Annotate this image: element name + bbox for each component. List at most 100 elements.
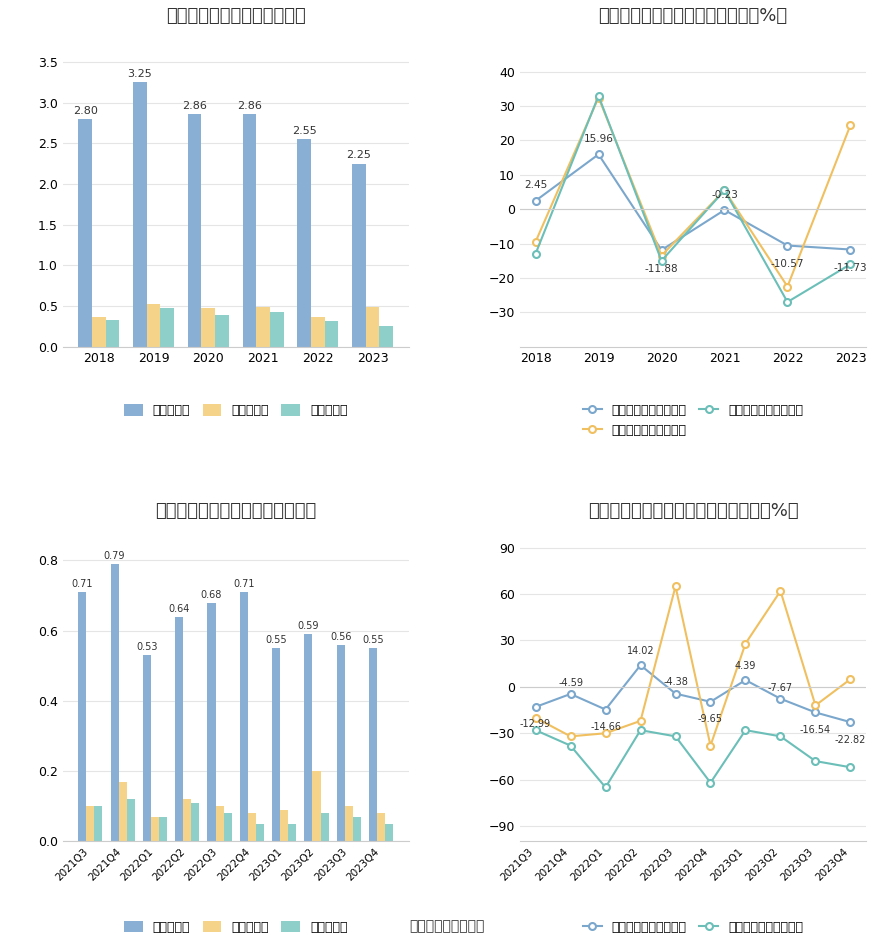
Bar [345,806,353,842]
Bar [380,326,393,347]
Bar [183,799,191,842]
Line: 扣非净利润同比增长率: 扣非净利润同比增长率 [532,726,854,791]
营业总收入同比增长率 [810,707,821,718]
扣非净利润同比增长率 [845,762,855,773]
扣非净利润同比增长率 [719,185,730,196]
Bar [188,114,202,347]
Text: -7.67: -7.67 [768,683,793,693]
Text: 2.45: 2.45 [524,180,547,191]
扣非净利润同比增长率 [740,725,751,736]
Bar [270,311,284,347]
Bar [313,771,321,842]
Bar [92,317,105,347]
营业总收入同比增长率 [845,244,855,255]
Bar [243,114,256,347]
归母净利润同比增长率 [845,120,855,131]
Bar [143,655,151,842]
Text: 3.25: 3.25 [128,69,152,79]
Bar [207,602,215,842]
Legend: 营业总收入, 归母净利润, 扣非净利润: 营业总收入, 归母净利润, 扣非净利润 [119,399,353,423]
Text: -22.82: -22.82 [835,735,866,744]
归母净利润同比增长率 [719,185,730,196]
Bar [369,648,377,842]
Bar [352,164,366,347]
归母净利润同比增长率 [600,727,611,739]
营业总收入同比增长率 [635,659,646,670]
Text: -4.38: -4.38 [663,678,688,687]
扣非净利润同比增长率 [635,725,646,736]
Bar [325,322,338,347]
营业总收入同比增长率 [782,240,793,252]
Text: 14.02: 14.02 [627,646,655,656]
扣非净利润同比增长率 [810,755,821,767]
Bar [337,645,345,842]
Line: 扣非净利润同比增长率: 扣非净利润同比增长率 [532,93,854,306]
归母净利润同比增长率 [530,712,541,724]
Line: 归母净利润同比增长率: 归母净利润同比增长率 [532,583,854,749]
Bar [105,320,120,347]
Text: 2.86: 2.86 [182,101,207,110]
扣非净利润同比增长率 [565,740,576,751]
Text: 2.55: 2.55 [292,126,316,136]
营业总收入同比增长率 [600,704,611,715]
Bar [161,308,174,347]
Bar [127,799,135,842]
扣非净利润同比增长率 [600,782,611,793]
Bar [239,592,248,842]
Text: 4.39: 4.39 [735,661,756,670]
营业总收入同比增长率 [740,674,751,685]
Bar [280,810,288,842]
Bar [79,119,92,347]
Text: 0.68: 0.68 [201,590,222,599]
Text: -11.88: -11.88 [645,264,679,274]
Bar [311,317,325,347]
归母净利润同比增长率 [670,581,680,592]
Bar [377,813,385,842]
营业总收入同比增长率 [593,149,604,160]
Text: -10.57: -10.57 [771,259,805,269]
Text: 0.71: 0.71 [233,579,255,589]
Legend: 营业总收入同比增长率, 归母净利润同比增长率, 扣非净利润同比增长率: 营业总收入同比增长率, 归母净利润同比增长率, 扣非净利润同比增长率 [578,399,808,441]
Bar [288,824,296,842]
营业总收入同比增长率 [845,716,855,727]
Bar [297,139,311,347]
Bar [385,824,393,842]
营业总收入同比增长率 [670,688,680,699]
Text: -16.54: -16.54 [800,725,831,735]
Bar [321,813,329,842]
Text: -9.65: -9.65 [698,714,723,725]
Text: 2.86: 2.86 [237,101,262,110]
Text: 0.64: 0.64 [169,604,190,613]
Bar [256,307,270,347]
营业总收入同比增长率 [530,195,541,207]
Title: 营收、净利同比增长率季度变动情况（%）: 营收、净利同比增长率季度变动情况（%） [588,501,798,520]
Legend: 营业总收入, 归母净利润, 扣非净利润: 营业总收入, 归母净利润, 扣非净利润 [119,915,353,935]
归母净利润同比增长率 [530,237,541,248]
Bar [215,315,229,347]
归母净利润同比增长率 [565,731,576,742]
Text: -11.73: -11.73 [834,264,867,273]
Line: 营业总收入同比增长率: 营业总收入同比增长率 [532,662,854,726]
扣非净利润同比增长率 [775,731,786,742]
扣非净利润同比增长率 [705,777,716,788]
Text: 0.53: 0.53 [136,642,158,653]
归母净利润同比增长率 [705,740,716,751]
Text: 0.71: 0.71 [71,579,93,589]
Bar [151,817,159,842]
Text: 数据来源：恒生聚源: 数据来源：恒生聚源 [409,919,484,933]
归母净利润同比增长率 [775,585,786,597]
扣非净利润同比增长率 [530,249,541,260]
Text: -12.99: -12.99 [520,719,551,729]
归母净利润同比增长率 [810,699,821,711]
营业总收入同比增长率 [656,244,667,255]
营业总收入同比增长率 [775,693,786,704]
Line: 归母净利润同比增长率: 归母净利润同比增长率 [532,94,854,290]
Legend: 营业总收入同比增长率, 归母净利润同比增长率, 扣非净利润同比增长率: 营业总收入同比增长率, 归母净利润同比增长率, 扣非净利润同比增长率 [578,915,808,935]
Bar [146,305,161,347]
Text: 2.25: 2.25 [346,151,371,160]
归母净利润同比增长率 [782,280,793,292]
Text: -4.59: -4.59 [558,678,583,688]
Bar [256,824,264,842]
Bar [353,817,361,842]
Title: 历年营收、净利同比增长率情况（%）: 历年营收、净利同比增长率情况（%） [598,7,788,24]
